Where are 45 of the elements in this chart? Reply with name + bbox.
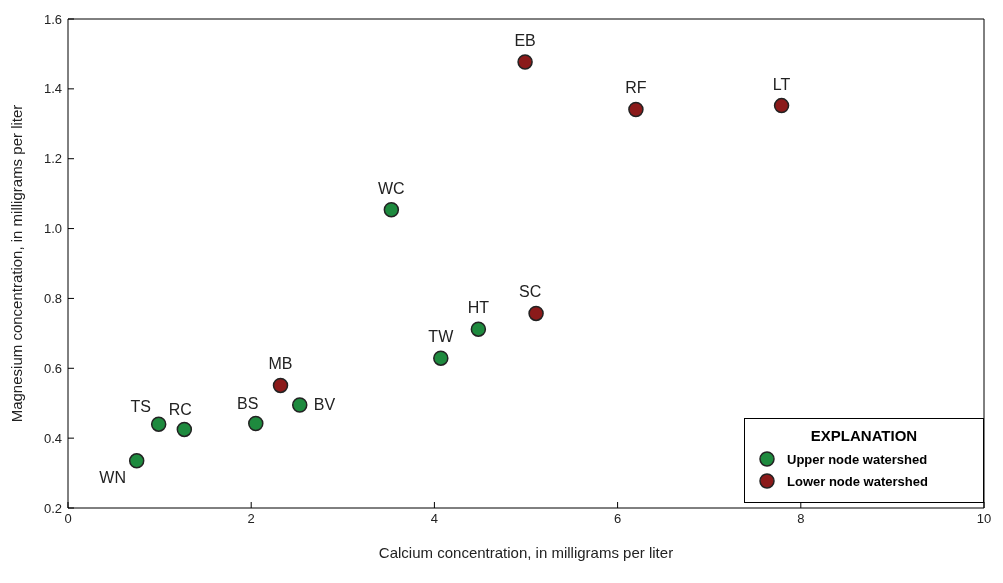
point [176, 421, 193, 438]
point [773, 97, 790, 114]
point [383, 201, 400, 218]
annotation: BV [313, 395, 336, 413]
point [292, 397, 308, 413]
y-tick-label: 1.0 [43, 221, 62, 237]
x-tick-label: 0 [64, 511, 72, 527]
point [628, 101, 644, 118]
y-tick-label: 0.2 [43, 500, 62, 516]
annotation: RC [168, 401, 192, 419]
annotation: TS [130, 398, 151, 416]
annotation: SC [518, 283, 542, 301]
point [433, 350, 449, 366]
legend-title: EXPLANATION [809, 427, 919, 444]
y-tick-label: 0.4 [43, 430, 62, 446]
annotation: MB [268, 355, 293, 373]
legend-label: Upper node watershed [787, 451, 928, 467]
point [248, 415, 264, 432]
annotation: LT [772, 75, 791, 93]
y-tick-label: 1.6 [43, 11, 62, 27]
legend-label: Lower node watershed [787, 473, 928, 489]
y-tick-label: 1.4 [43, 81, 62, 97]
annotation: HT [467, 299, 490, 317]
y-tick-label: 0.6 [43, 360, 62, 376]
point [150, 416, 167, 432]
y-axis-title: Magnesium concentration, in milligrams per liter [8, 104, 26, 423]
point [272, 377, 289, 394]
point [470, 321, 487, 337]
point [528, 305, 544, 322]
x-tick-label: 8 [797, 511, 805, 527]
point [517, 54, 533, 70]
annotation: WN [99, 468, 127, 486]
x-tick-label: 10 [976, 511, 992, 527]
x-tick-label: 2 [247, 511, 255, 527]
annotation: EB [514, 31, 536, 49]
y-tick-label: 0.8 [43, 291, 62, 307]
annotation: RF [625, 79, 647, 97]
annotation: WC [378, 179, 405, 197]
x-tick-label: 6 [613, 511, 622, 527]
x-tick-label: 4 [430, 511, 439, 527]
x-axis-title: Calcium concentration, in milligrams per liter [378, 544, 674, 561]
annotation: TW [428, 328, 455, 346]
point [128, 453, 145, 469]
y-tick-label: 1.2 [43, 151, 62, 167]
annotation: BS [237, 395, 259, 413]
